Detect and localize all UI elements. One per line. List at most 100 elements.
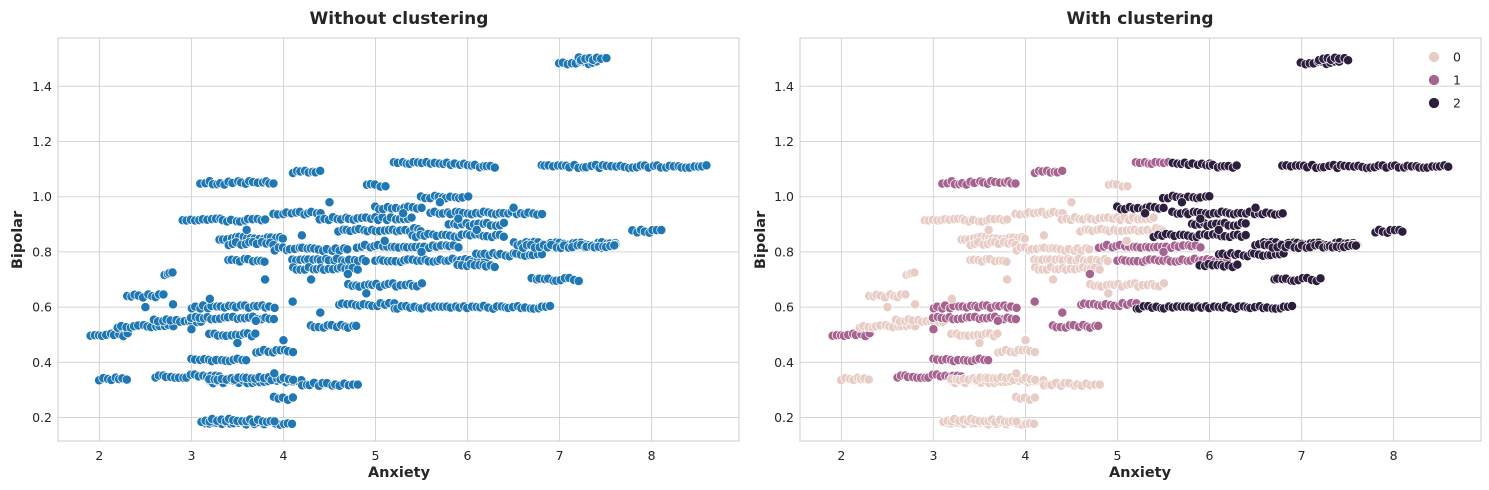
data-point xyxy=(900,289,911,300)
data-points xyxy=(85,52,712,430)
data-point xyxy=(360,256,371,267)
data-point xyxy=(983,224,994,235)
data-point xyxy=(489,162,500,173)
y-axis-label: Bipolar xyxy=(753,210,769,269)
y-tick-label: 0.8 xyxy=(32,244,52,259)
x-axis-label: Anxiety xyxy=(368,465,431,481)
legend-marker xyxy=(1428,51,1440,63)
data-point xyxy=(342,244,353,255)
legend-marker xyxy=(1428,74,1440,86)
x-tick-label: 8 xyxy=(648,448,656,463)
data-point xyxy=(1343,55,1354,66)
x-axis-label: Anxiety xyxy=(1109,465,1172,481)
y-tick-label: 0.4 xyxy=(774,355,794,370)
data-point xyxy=(1084,244,1095,255)
data-point xyxy=(463,191,474,202)
data-point xyxy=(417,278,427,289)
data-point xyxy=(882,302,893,313)
data-point xyxy=(498,217,509,228)
data-point xyxy=(1159,278,1169,289)
legend-marker xyxy=(1428,97,1440,109)
data-point xyxy=(1029,296,1040,307)
data-point xyxy=(1038,230,1049,241)
data-point xyxy=(1397,226,1408,237)
data-point xyxy=(121,374,132,385)
data-point xyxy=(1084,269,1095,279)
data-point xyxy=(268,178,279,189)
data-point xyxy=(140,302,151,313)
data-point xyxy=(250,315,261,326)
x-tick-label: 2 xyxy=(837,448,845,463)
data-point xyxy=(287,296,298,307)
data-point xyxy=(1029,418,1039,429)
plot-frame xyxy=(57,37,740,442)
data-point xyxy=(406,212,417,223)
x-tick-label: 5 xyxy=(1114,448,1122,463)
data-point xyxy=(601,53,612,64)
data-point xyxy=(983,355,994,366)
data-point xyxy=(1066,197,1077,208)
data-point xyxy=(909,267,920,278)
data-point xyxy=(158,289,169,300)
data-point xyxy=(1011,368,1022,379)
data-point xyxy=(1315,273,1326,284)
y-axis-label: Bipolar xyxy=(10,210,26,269)
y-tick-label: 0.2 xyxy=(774,410,794,425)
data-point xyxy=(1176,197,1187,208)
chart-title: With clustering xyxy=(1067,9,1214,29)
data-point xyxy=(416,202,427,213)
data-points xyxy=(827,52,1454,430)
data-point xyxy=(1011,416,1022,427)
data-point xyxy=(260,214,271,225)
x-tick-label: 4 xyxy=(279,448,287,463)
data-point xyxy=(1011,302,1022,313)
x-tick-label: 4 xyxy=(1021,448,1029,463)
data-point xyxy=(1250,202,1261,213)
y-tick-label: 0.6 xyxy=(32,300,52,315)
data-point xyxy=(573,276,584,286)
data-point xyxy=(992,315,1003,326)
data-point xyxy=(288,347,298,358)
x-tick-label: 5 xyxy=(372,448,380,463)
x-tick-label: 7 xyxy=(556,448,564,463)
legend-label: 0 xyxy=(1453,50,1461,65)
data-point xyxy=(1001,256,1012,267)
data-point xyxy=(1148,212,1159,223)
data-point xyxy=(269,368,280,379)
y-tick-label: 0.4 xyxy=(32,355,52,370)
data-point xyxy=(609,240,620,251)
data-point xyxy=(1213,224,1224,235)
data-point xyxy=(269,302,280,313)
data-point xyxy=(1443,161,1454,172)
y-tick-label: 1.4 xyxy=(32,79,52,94)
data-point xyxy=(352,264,363,275)
y-tick-label: 0.8 xyxy=(774,244,794,259)
x-tick-label: 2 xyxy=(95,448,103,463)
panel-without-clustering: 2 3 4 5 6 7 8 0.2 0.4 0.6 0.8 1.0 1.2 1.4 Without clu… xyxy=(10,9,740,481)
data-point xyxy=(288,374,299,385)
data-point xyxy=(453,213,464,224)
data-point xyxy=(352,379,363,390)
data-point xyxy=(232,338,243,348)
data-point xyxy=(508,202,519,213)
data-point xyxy=(545,301,555,311)
data-point xyxy=(1350,240,1361,251)
data-point xyxy=(296,230,307,241)
y-tick-label: 1.4 xyxy=(774,79,794,94)
data-point xyxy=(1195,213,1206,224)
data-point xyxy=(287,392,298,403)
data-point xyxy=(315,307,326,318)
data-point xyxy=(1240,218,1251,229)
data-point xyxy=(250,328,261,339)
y-tick-label: 1.0 xyxy=(32,189,52,204)
data-point xyxy=(269,416,280,427)
data-point xyxy=(1240,230,1251,241)
data-point xyxy=(1030,374,1041,385)
data-point xyxy=(1094,264,1105,275)
data-point xyxy=(204,293,215,304)
data-point xyxy=(1019,233,1030,244)
y-tick-label: 1.2 xyxy=(774,134,794,149)
data-point xyxy=(1010,314,1021,325)
data-point xyxy=(168,299,178,310)
data-point xyxy=(1048,274,1059,285)
